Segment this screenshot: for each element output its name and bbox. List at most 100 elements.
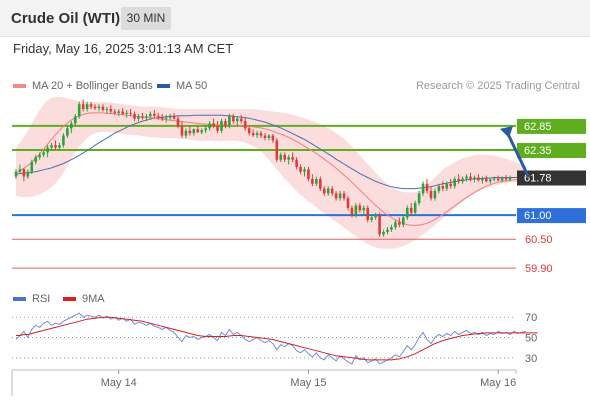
candle-body [303,169,306,172]
candle-body [429,191,433,199]
candle-body [394,222,397,228]
candle-body [291,157,294,160]
current-price-label: 61.78 [524,173,552,185]
candle-body [311,178,314,184]
projection-arrow-head [500,125,513,138]
candle-body [319,178,322,189]
candle-body [469,176,472,180]
candle-body [243,121,247,129]
candle-body [492,178,496,180]
candle-body [204,128,207,131]
candle-body [73,116,77,124]
candle-body [358,205,362,211]
candle-body [263,135,267,138]
candle-body [457,178,460,182]
candle-body [366,207,370,220]
candle-body [153,113,156,116]
candle-body [326,188,330,194]
rsi-ma-line [16,316,538,361]
candle-body [196,129,200,133]
chart-datetime: Friday, May 16, 2025 3:01:13 AM CET [13,41,234,56]
current-price-tag [517,170,586,186]
candle-body [496,178,500,181]
candle-body [508,177,512,180]
candle-body [259,133,263,136]
candle-body [473,177,476,180]
candle-body [405,207,409,218]
legend-rsi-label: RSI [32,293,51,305]
time-axis-label: May 15 [290,377,326,389]
candle-body [125,112,128,114]
candle-body [239,118,243,122]
candle-body [176,118,180,126]
candle-body [307,169,310,179]
candle-body [70,123,73,129]
candle-body [129,112,132,114]
candle-body [279,154,283,160]
candle-body [362,207,366,211]
candle-body [330,188,334,194]
candle-body [338,193,342,199]
candle-body [89,104,93,107]
candle-body [58,145,61,148]
candle-body [46,147,49,153]
candle-body [354,205,358,216]
candle-body [267,135,271,138]
candle-body [485,178,488,182]
candle-body [453,178,456,187]
candle-body [22,169,26,177]
candle-body [500,177,504,181]
candle-body [425,183,429,191]
candle-body [481,178,484,181]
candle-body [50,145,53,148]
candle-body [81,104,85,110]
candle-body [77,104,81,117]
candle-body [390,227,393,230]
candle-body [101,106,105,111]
candle-body [188,130,192,134]
candle-body [477,177,480,181]
candle-body [97,106,101,109]
candle-body [145,116,148,118]
candle-body [374,215,377,218]
time-axis-label: May 14 [101,377,137,389]
projection-arrow-shaft [505,131,531,179]
candle-body [30,162,34,172]
candle-body [160,116,164,119]
level-tag-61.00 [517,208,586,224]
candle-body [398,222,401,225]
rsi-tick-label: 70 [525,312,537,324]
candle-body [113,111,117,113]
candle-body [421,183,425,194]
candle-body [251,133,255,136]
candle-body [66,128,69,136]
candle-body [465,176,468,179]
candle-body [382,231,385,235]
candle-body [208,123,211,129]
candle-body [192,129,196,134]
candle-body [283,154,287,160]
level-label-59.90: 59.90 [525,263,553,275]
candle-body [413,203,417,213]
level-tag-62.35 [517,143,586,159]
candle-body [149,113,152,117]
rsi-tick-label: 30 [525,353,537,365]
candle-body [26,171,30,177]
legend-ma50-label: MA 50 [176,80,208,92]
candle-body [224,121,227,126]
candle-body [18,169,22,172]
candle-body [299,166,302,172]
candle-body [409,207,413,213]
timeframe-button[interactable]: 30 MIN [121,7,171,30]
candle-body [370,217,373,220]
candle-body [85,104,89,110]
candle-body [121,111,124,114]
candle-body [117,111,121,113]
candle-body [133,113,136,119]
candle-body [184,130,188,136]
candle-body [275,140,279,160]
candle-body [417,193,421,204]
candle-body [220,121,223,131]
candle-body [168,116,172,118]
